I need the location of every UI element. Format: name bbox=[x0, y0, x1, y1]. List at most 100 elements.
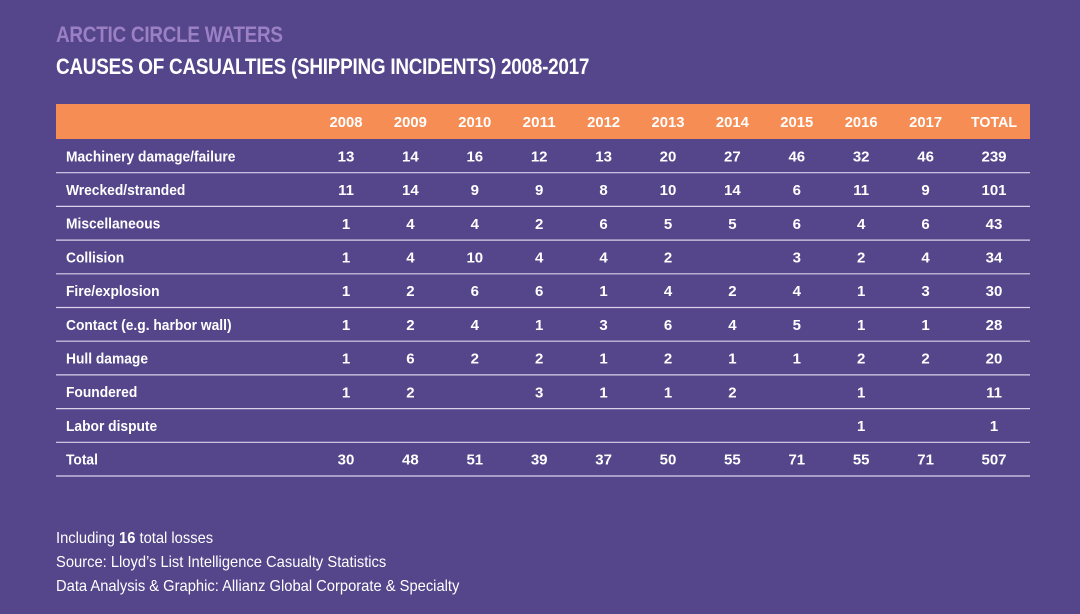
table-cell: 1 bbox=[921, 317, 929, 334]
table-cell: 10 bbox=[466, 249, 483, 266]
table-cell: 13 bbox=[338, 148, 355, 165]
column-total-cell: 51 bbox=[466, 452, 483, 469]
table-cell: 5 bbox=[728, 216, 736, 233]
row-total-cell: 239 bbox=[981, 148, 1006, 165]
table-cell: 2 bbox=[535, 351, 543, 368]
table-cell: 3 bbox=[921, 283, 929, 300]
table-cell: 2 bbox=[406, 283, 414, 300]
row-label: Collision bbox=[66, 250, 124, 267]
source-note: Source: Lloyd’s List Intelligence Casual… bbox=[56, 554, 387, 571]
column-total-cell: 30 bbox=[338, 452, 355, 469]
header-bar bbox=[56, 104, 1030, 139]
row-total-cell: 101 bbox=[981, 182, 1006, 199]
table-cell: 16 bbox=[466, 148, 483, 165]
table-cell: 6 bbox=[664, 317, 672, 334]
table-cell: 2 bbox=[535, 216, 543, 233]
table-cell: 4 bbox=[664, 283, 673, 300]
table-cell: 11 bbox=[338, 182, 354, 199]
table-cell: 1 bbox=[342, 351, 350, 368]
column-total-cell: 37 bbox=[595, 452, 612, 469]
table-cell: 5 bbox=[793, 317, 801, 334]
column-header-total: TOTAL bbox=[971, 114, 1017, 131]
table-cell: 1 bbox=[857, 283, 865, 300]
chart-title: CAUSES OF CASUALTIES (SHIPPING INCIDENTS… bbox=[56, 54, 590, 79]
row-total-cell: 1 bbox=[990, 418, 998, 435]
table-cell: 4 bbox=[406, 216, 415, 233]
table-cell: 1 bbox=[728, 351, 736, 368]
row-label: Miscellaneous bbox=[66, 216, 160, 233]
table-cell: 1 bbox=[342, 283, 350, 300]
table-cell: 2 bbox=[664, 249, 672, 266]
table-cell: 2 bbox=[406, 384, 414, 401]
table-cell: 8 bbox=[599, 182, 607, 199]
row-label: Wrecked/stranded bbox=[66, 183, 185, 200]
table-cell: 14 bbox=[402, 182, 419, 199]
row-total-cell: 34 bbox=[986, 249, 1003, 266]
table-cell: 46 bbox=[917, 148, 934, 165]
table-cell: 6 bbox=[406, 351, 414, 368]
total-losses-note: Including 16 total losses bbox=[56, 527, 459, 551]
table-cell: 20 bbox=[660, 148, 677, 165]
table-cell: 11 bbox=[853, 182, 869, 199]
table-cell: 2 bbox=[664, 351, 672, 368]
column-header-year: 2010 bbox=[458, 114, 491, 131]
row-label: Labor dispute bbox=[66, 418, 157, 435]
table-cell: 9 bbox=[471, 182, 479, 199]
table-cell: 1 bbox=[599, 384, 607, 401]
table-cell: 1 bbox=[342, 249, 350, 266]
column-header-year: 2009 bbox=[394, 114, 427, 131]
row-label: Foundered bbox=[66, 385, 137, 402]
credit-note: Data Analysis & Graphic: Allianz Global … bbox=[56, 578, 460, 595]
kicker-title: ARCTIC CIRCLE WATERS bbox=[56, 22, 283, 47]
table-cell: 1 bbox=[793, 351, 801, 368]
column-total-cell: 55 bbox=[853, 452, 870, 469]
table-cell: 5 bbox=[664, 216, 672, 233]
table-cell: 3 bbox=[793, 249, 801, 266]
table-cell: 2 bbox=[857, 249, 865, 266]
table-cell: 1 bbox=[599, 351, 607, 368]
row-label: Machinery damage/failure bbox=[66, 149, 235, 166]
row-total-cell: 30 bbox=[986, 283, 1003, 300]
column-total-cell: 55 bbox=[724, 452, 741, 469]
table-cell: 1 bbox=[342, 317, 350, 334]
column-header-year: 2014 bbox=[716, 114, 750, 131]
column-header-year: 2017 bbox=[909, 114, 942, 131]
table-cell: 4 bbox=[599, 249, 608, 266]
row-label: Hull damage bbox=[66, 351, 148, 368]
table-cell: 2 bbox=[471, 351, 479, 368]
row-label: Fire/explosion bbox=[66, 284, 160, 301]
table-cell: 2 bbox=[728, 384, 736, 401]
footer-notes: Including 16 total losses Source: Lloyd’… bbox=[56, 527, 494, 599]
table-cell: 4 bbox=[535, 249, 544, 266]
column-header-year: 2011 bbox=[523, 114, 556, 131]
table-cell: 6 bbox=[793, 182, 801, 199]
table-cell: 46 bbox=[788, 148, 805, 165]
total-losses-suffix: total losses bbox=[135, 530, 214, 547]
column-total-cell: 48 bbox=[402, 452, 419, 469]
table-cell: 2 bbox=[728, 283, 736, 300]
table-cell: 4 bbox=[728, 317, 737, 334]
row-total-cell: 507 bbox=[981, 452, 1006, 469]
row-total-cell: 43 bbox=[986, 216, 1003, 233]
row-total-cell: 28 bbox=[986, 317, 1003, 334]
table-cell: 1 bbox=[664, 384, 672, 401]
table-cell: 1 bbox=[857, 317, 865, 334]
total-row-label: Total bbox=[66, 452, 98, 469]
row-label: Contact (e.g. harbor wall) bbox=[66, 317, 232, 334]
table-cell: 10 bbox=[660, 182, 677, 199]
table-cell: 3 bbox=[535, 384, 543, 401]
table-cell: 6 bbox=[535, 283, 543, 300]
table-cell: 4 bbox=[471, 216, 480, 233]
total-losses-count: 16 bbox=[119, 530, 136, 547]
table-cell: 4 bbox=[857, 216, 866, 233]
table-cell: 9 bbox=[535, 182, 543, 199]
table-cell: 14 bbox=[724, 182, 741, 199]
table-cell: 1 bbox=[599, 283, 607, 300]
table-cell: 1 bbox=[535, 317, 543, 334]
table-cell: 1 bbox=[857, 418, 865, 435]
table-cell: 13 bbox=[595, 148, 612, 165]
table-cell: 4 bbox=[406, 249, 415, 266]
row-total-cell: 20 bbox=[986, 351, 1003, 368]
table-cell: 1 bbox=[857, 384, 865, 401]
